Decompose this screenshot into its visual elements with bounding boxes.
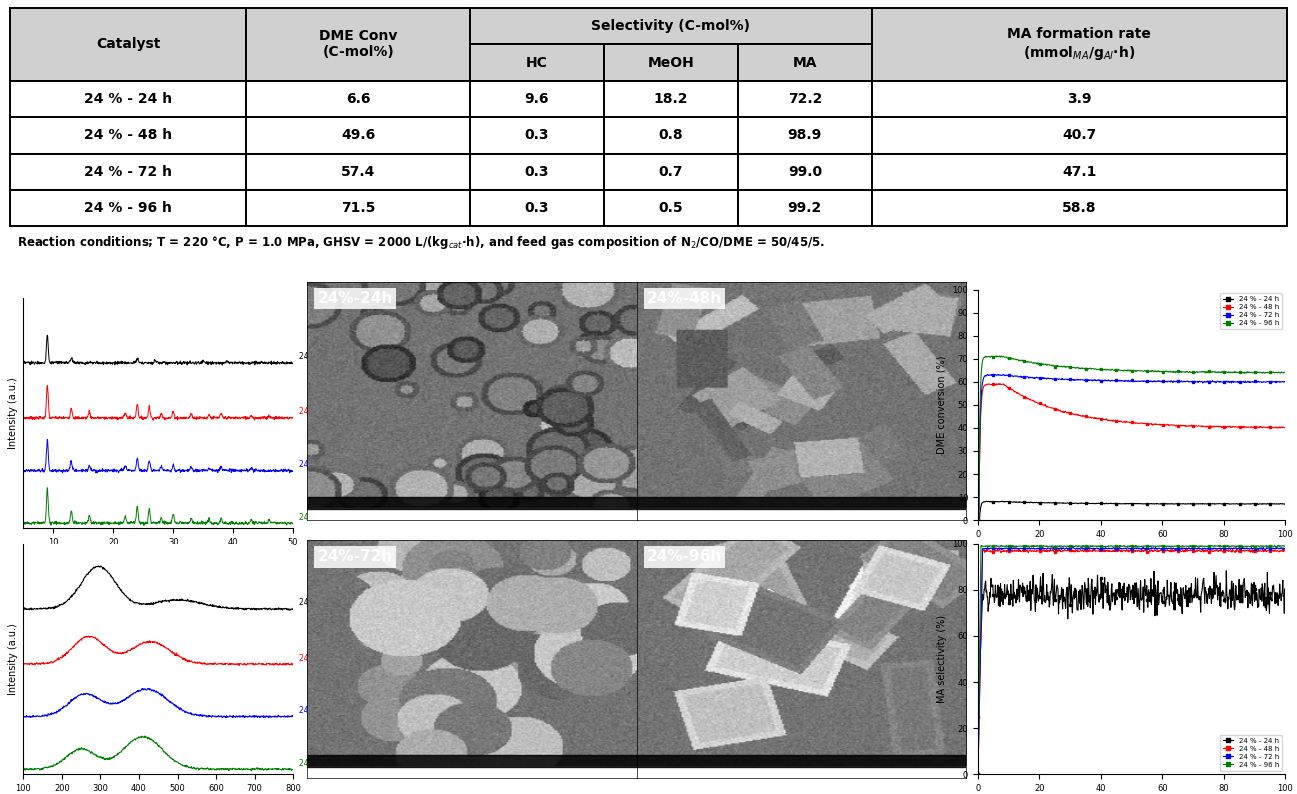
Legend: 24 % - 24 h, 24 % - 48 h, 24 % - 72 h, 24 % - 96 h: 24 % - 24 h, 24 % - 48 h, 24 % - 72 h, 2… [1220,735,1281,771]
Text: 24 % - 96 h: 24 % - 96 h [300,512,342,522]
Text: Catalyst: Catalyst [96,37,161,52]
Text: 3.9: 3.9 [1067,92,1092,106]
Text: 24 % - 72 h: 24 % - 72 h [300,460,342,469]
Text: 24 % - 24h: 24 % - 24h [298,599,340,607]
Legend: 24 % - 24 h, 24 % - 48 h, 24 % - 72 h, 24 % - 96 h: 24 % - 24 h, 24 % - 48 h, 24 % - 72 h, 2… [1220,293,1281,329]
Bar [872,118,1287,153]
Text: 0.3: 0.3 [524,164,549,179]
Y-axis label: Intensity (a.u.): Intensity (a.u.) [8,377,18,449]
Bar [470,153,604,190]
Bar [872,153,1287,190]
Bar [637,497,966,509]
Text: 18.2: 18.2 [654,92,689,106]
Bar [738,153,872,190]
Text: MA formation rate
(mmol$_{MA}$/g$_{Al}$·h): MA formation rate (mmol$_{MA}$/g$_{Al}$·… [1008,27,1152,62]
Text: 24 % - 48h: 24 % - 48h [298,653,340,662]
Bar [738,190,872,226]
Bar [604,153,738,190]
Bar [10,190,246,226]
Text: 0.3: 0.3 [524,129,549,142]
Bar [470,8,872,44]
Text: 24 % - 48 h: 24 % - 48 h [300,407,342,416]
Bar [470,44,604,81]
Text: 0.8: 0.8 [659,129,684,142]
Text: 24%-72h: 24%-72h [318,549,393,565]
Text: 24 % - 72h: 24 % - 72h [298,706,340,715]
Bar [604,118,738,153]
Text: 58.8: 58.8 [1062,201,1096,215]
Text: 71.5: 71.5 [341,201,375,215]
Bar [470,190,604,226]
Bar [470,118,604,153]
Text: 98.9: 98.9 [787,129,822,142]
Bar [10,81,246,118]
Text: 24 % - 48 h: 24 % - 48 h [84,129,173,142]
Bar [872,8,1287,81]
Bar [10,8,246,81]
Y-axis label: Intensity (a.u.): Intensity (a.u.) [8,623,18,695]
Bar [604,81,738,118]
Bar [10,118,246,153]
Bar [738,118,872,153]
Text: 99.2: 99.2 [787,201,822,215]
Bar [246,190,470,226]
Text: 0.7: 0.7 [659,164,684,179]
Bar [872,81,1287,118]
Text: 24%-24h: 24%-24h [318,291,393,306]
Text: 72.2: 72.2 [787,92,822,106]
Text: 24%-48h: 24%-48h [647,291,722,306]
Y-axis label: MA selectivity (%): MA selectivity (%) [936,615,947,703]
Bar [637,755,966,767]
Y-axis label: DME conversion (%): DME conversion (%) [936,356,947,454]
Text: MA: MA [792,56,817,70]
Text: 24 % - 96h: 24 % - 96h [298,758,340,768]
Text: 99.0: 99.0 [787,164,822,179]
X-axis label: Time on stream (h): Time on stream (h) [1084,545,1179,554]
Text: 24 % - 24 h: 24 % - 24 h [84,92,173,106]
Text: 47.1: 47.1 [1062,164,1096,179]
Text: 24 %- 24 h: 24 %- 24 h [300,353,340,361]
Text: 57.4: 57.4 [341,164,375,179]
Text: 0.3: 0.3 [524,201,549,215]
Bar [246,8,470,81]
Bar [307,497,637,509]
Bar [246,118,470,153]
Bar [470,81,604,118]
Bar [604,44,738,81]
Bar [738,44,872,81]
Text: 40.7: 40.7 [1062,129,1096,142]
Text: 0.5: 0.5 [659,201,684,215]
Text: 24 % - 96 h: 24 % - 96 h [84,201,173,215]
Bar [872,190,1287,226]
Text: 6.6: 6.6 [346,92,371,106]
Text: Reaction conditions; T = 220 °C, P = 1.0 MPa, GHSV = 2000 L/(kg$_{cat}$·h), and : Reaction conditions; T = 220 °C, P = 1.0… [17,234,825,252]
Text: MeOH: MeOH [647,56,694,70]
Bar [738,81,872,118]
X-axis label: 2 Theta (degree): 2 Theta (degree) [117,553,200,562]
Bar [604,190,738,226]
Text: DME Conv
(C-mol%): DME Conv (C-mol%) [319,29,397,60]
Text: 24 % - 72 h: 24 % - 72 h [84,164,173,179]
Bar [307,755,637,767]
Text: HC: HC [525,56,547,70]
Text: 24%-96h: 24%-96h [647,549,722,565]
Bar [10,153,246,190]
Text: 9.6: 9.6 [524,92,549,106]
Bar [246,153,470,190]
Text: 49.6: 49.6 [341,129,375,142]
Text: Selectivity (C-mol%): Selectivity (C-mol%) [591,19,751,33]
Bar [246,81,470,118]
